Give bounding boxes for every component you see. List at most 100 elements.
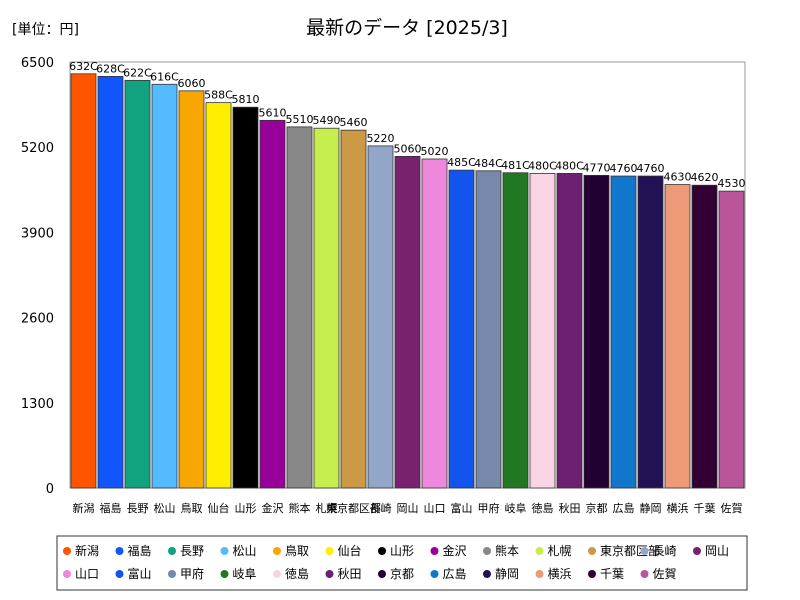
x-category-label: 静岡 [640,501,662,515]
data-label: 5060 [394,142,422,155]
legend-entry: 金沢 [443,543,467,558]
legend-marker [640,570,649,578]
legend-entry: 熊本 [495,543,519,558]
legend-entry: 岡山 [705,544,729,558]
bar-金沢 [259,119,286,489]
x-category-label: 松山 [154,501,176,515]
data-label: 622C [123,66,152,79]
bar-秋田 [556,173,583,489]
x-category-label: 千葉 [694,501,716,515]
x-category-label: 鳥取 [181,501,203,515]
legend-entry: 京都 [390,567,414,581]
x-category-label: 横浜 [667,501,689,515]
legend-marker [273,547,281,555]
data-label: 484C [474,157,503,170]
data-label: 4770 [583,161,611,174]
bar-長崎 [367,145,394,489]
legend-entry: 長崎 [653,544,677,558]
legend-entry: 富山 [128,566,152,581]
data-label: 628C [96,62,125,75]
bar-静岡 [637,175,664,489]
bar-仙台 [205,102,232,489]
legend-entry: 岐阜 [233,567,257,581]
data-label: 480C [528,159,557,172]
data-label: 5460 [340,116,368,129]
bar-新潟 [70,73,97,489]
legend-marker [325,570,334,578]
legend-entry: 山口 [75,567,99,581]
bar-松山 [151,83,178,489]
legend-marker [535,547,544,555]
bar-横浜 [664,184,691,489]
y-tick-label: 2600 [21,312,54,327]
legend-marker [168,547,176,555]
x-category-label: 金沢 [262,501,284,515]
x-category-label: 長野 [127,502,149,515]
legend-entry: 秋田 [338,567,362,581]
x-category-label: 山口 [424,502,446,515]
data-label: 5810 [232,93,260,106]
legend-entry: 長野 [180,544,204,558]
legend-marker [115,547,124,555]
data-label: 4530 [718,177,746,190]
legend-marker [430,570,439,578]
data-label: 485C [447,156,476,169]
legend-entry: 新潟 [75,543,99,558]
bar-山形 [232,106,259,489]
legend-entry: 鳥取 [285,543,309,558]
legend-marker [378,570,386,578]
legend-marker [63,570,71,578]
x-category-label: 甲府 [478,501,500,515]
x-category-label: 岐阜 [505,502,527,515]
data-label: 5610 [259,106,287,119]
legend-entry: 徳島 [285,566,309,581]
bar-千葉 [691,184,718,489]
bar-山口 [421,158,448,489]
legend-marker [168,570,176,578]
x-category-label: 富山 [451,501,473,515]
legend-entry: 札幌 [548,543,572,558]
legend-entry: 佐賀 [653,567,677,581]
x-category-label: 福島 [100,501,122,515]
data-label: 5490 [313,114,341,127]
legend-entry: 東京都区部 [600,543,660,558]
legend-marker [640,547,649,555]
unit-label: [単位：円] [12,22,79,38]
x-category-label: 岡山 [397,502,419,515]
bar-札幌 [313,127,340,489]
y-tick-label: 1300 [21,397,54,412]
x-category-label: 徳島 [532,501,554,515]
bar-京都 [583,174,610,489]
x-category-label: 熊本 [289,501,311,515]
legend-marker [220,570,229,578]
legend-marker [378,547,386,555]
bar-佐賀 [718,190,745,489]
plot-area: 0 1300 2600 3900 5200 6500 632C 新潟 628C 福島 622C 長野 6… [21,56,746,515]
bar-徳島 [529,173,556,489]
x-category-label: 広島 [613,501,635,515]
legend-marker [273,570,281,578]
bar-東京都区部 [340,129,367,489]
bar-岡山 [394,155,421,489]
data-label: 480C [555,159,584,172]
data-label: 588C [204,89,233,102]
data-label: 5510 [286,113,314,126]
bar-岐阜 [502,172,529,489]
x-category-label: 札幌 [316,501,338,515]
y-tick-label: 0 [46,482,54,497]
data-label: 4620 [691,171,719,184]
x-category-label: 山形 [235,502,257,515]
chart-title: 最新のデータ [2025/3] [306,17,508,39]
legend-entry: 広島 [443,566,467,581]
legend-marker [483,547,491,555]
data-label: 481C [501,159,530,172]
legend-entry: 横浜 [548,567,572,581]
data-label: 4760 [610,162,638,175]
legend-entry: 甲府 [180,566,204,581]
data-label: 6060 [178,77,206,90]
bar-福島 [97,76,124,489]
x-category-label: 東京都区部 [326,501,381,515]
data-label: 4630 [664,171,692,184]
legend-entry: 静岡 [495,567,519,581]
